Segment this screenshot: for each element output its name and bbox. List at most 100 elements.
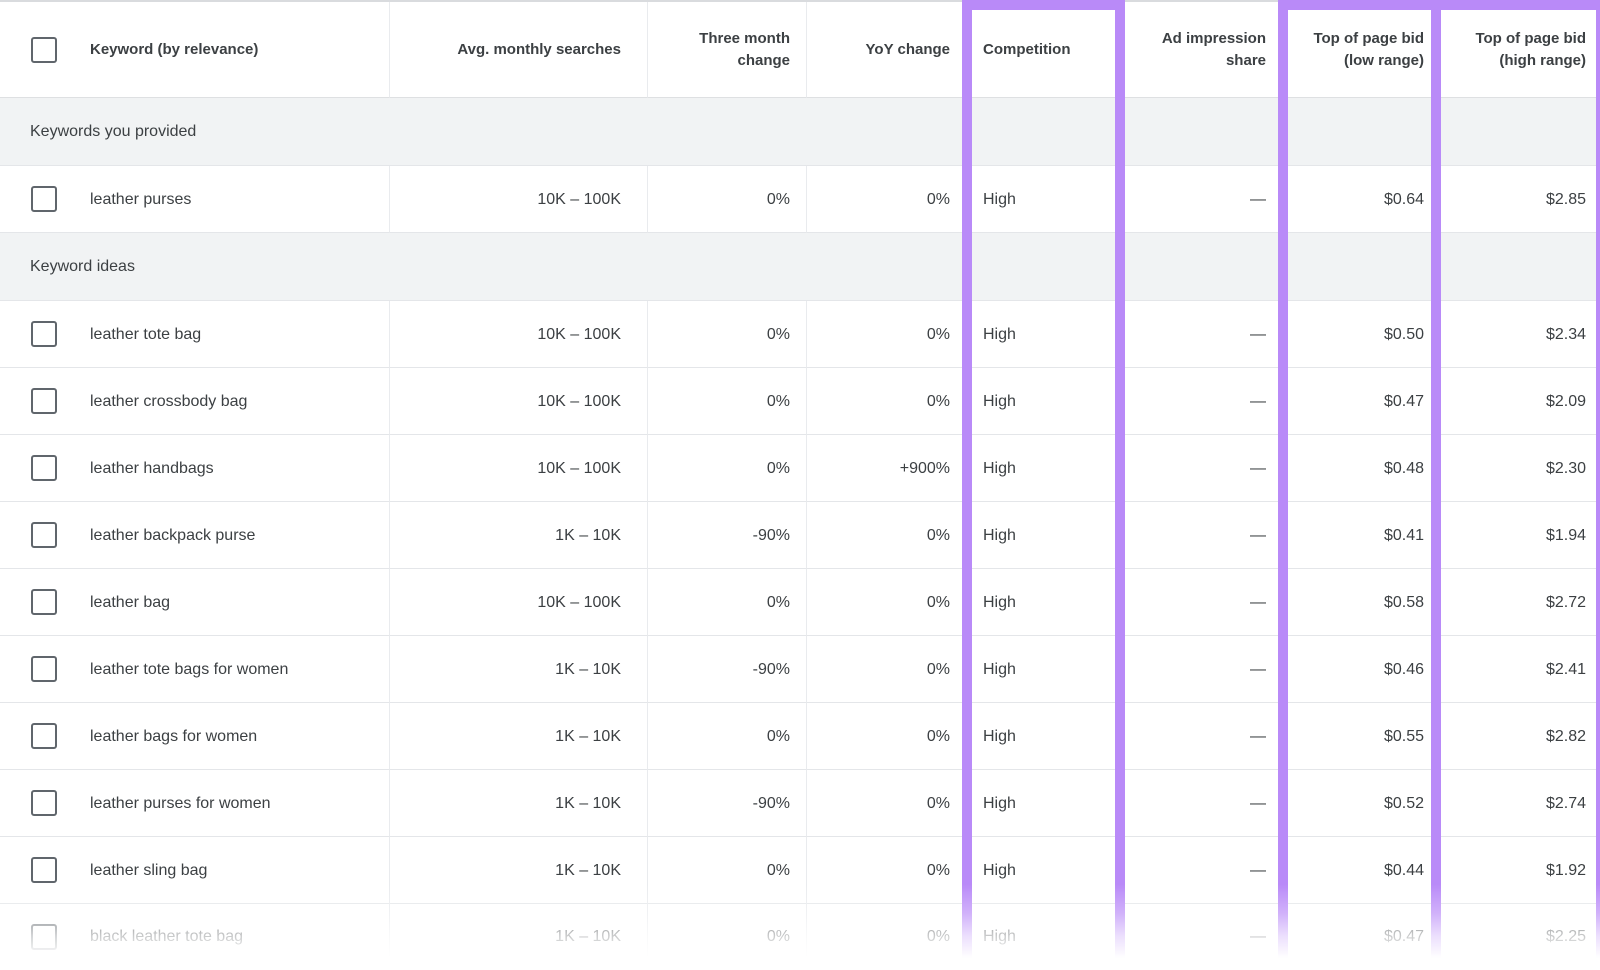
cell-top-of-page-bid-high: $2.85 [1441,166,1600,233]
cell-competition: High [967,569,1120,636]
table-row: leather handbags 10K – 100K 0% +900% High — $0… [0,435,1600,502]
header-ad-impression-share[interactable]: Ad impression share [1120,2,1283,98]
cell-three-month-change: 0% [648,435,807,502]
cell-keyword: leather bags for women [0,703,390,770]
table-row: leather crossbody bag 10K – 100K 0% 0% High —… [0,368,1600,435]
keyword-label: black leather tote bag [90,928,243,945]
table-row: leather purses for women 1K – 10K -90% 0% Hi… [0,770,1600,837]
cell-keyword: leather handbags [0,435,390,502]
cell-top-of-page-bid-low: $0.55 [1283,703,1441,770]
cell-ad-impression-share: — [1120,703,1283,770]
cell-top-of-page-bid-high: $2.41 [1441,636,1600,703]
cell-three-month-change: 0% [648,837,807,904]
row-checkbox[interactable] [31,723,57,749]
keyword-label: leather tote bags for women [90,660,289,678]
row-checkbox[interactable] [31,790,57,816]
cell-competition: High [967,770,1120,837]
header-competition[interactable]: Competition [967,2,1120,98]
cell-avg-monthly-searches: 1K – 10K [390,904,648,970]
cell-top-of-page-bid-low: $0.46 [1283,636,1441,703]
header-keyword[interactable]: Keyword (by relevance) [0,2,390,98]
row-checkbox[interactable] [31,455,57,481]
cell-top-of-page-bid-low: $0.50 [1283,301,1441,368]
header-yoy-change[interactable]: YoY change [807,2,967,98]
cell-top-of-page-bid-high: $2.25 [1441,904,1600,970]
cell-yoy-change: 0% [807,569,967,636]
cell-yoy-change: 0% [807,368,967,435]
header-ad-impression-label: Ad impression share [1161,29,1266,69]
cell-ad-impression-share: — [1120,301,1283,368]
table-header-row: Keyword (by relevance) Avg. monthly sear… [0,2,1600,98]
header-top-of-page-bid-high[interactable]: Top of page bid (high range) [1441,2,1600,98]
row-checkbox[interactable] [31,656,57,682]
table-row: leather tote bag 10K – 100K 0% 0% High — $0.50… [0,301,1600,368]
row-checkbox[interactable] [31,186,57,212]
keyword-label: leather tote bag [90,325,202,343]
cell-avg-monthly-searches: 10K – 100K [390,435,648,502]
row-checkbox[interactable] [31,321,57,347]
header-three-month-change[interactable]: Three month change [648,2,807,98]
cell-ad-impression-share: — [1120,770,1283,837]
row-checkbox[interactable] [31,522,57,548]
section-header-row: Keyword ideas [0,233,1600,301]
cell-keyword: leather purses for women [0,770,390,837]
keyword-label: leather bags for women [90,727,258,745]
row-checkbox[interactable] [31,589,57,615]
row-checkbox[interactable] [31,388,57,414]
section-header-row: Keywords you provided [0,98,1600,166]
cell-competition: High [967,368,1120,435]
cell-keyword: leather backpack purse [0,502,390,569]
cell-top-of-page-bid-low: $0.41 [1283,502,1441,569]
header-avg-monthly-searches[interactable]: Avg. monthly searches [390,2,648,98]
cell-top-of-page-bid-high: $1.92 [1441,837,1600,904]
cell-ad-impression-share: — [1120,636,1283,703]
section-header-label: Keywords you provided [0,98,1600,166]
cell-yoy-change: 0% [807,636,967,703]
cell-competition: High [967,636,1120,703]
cell-top-of-page-bid-low: $0.48 [1283,435,1441,502]
row-checkbox[interactable] [31,923,57,950]
cell-top-of-page-bid-high: $2.34 [1441,301,1600,368]
cell-ad-impression-share: — [1120,837,1283,904]
table-row: leather backpack purse 1K – 10K -90% 0% High… [0,502,1600,569]
header-top-of-page-bid-low[interactable]: Top of page bid (low range) [1283,2,1441,98]
cell-keyword: leather tote bags for women [0,636,390,703]
header-three-month-label: Three month change [699,29,790,69]
cell-three-month-change: 0% [648,368,807,435]
section-header-label: Keyword ideas [0,233,1600,301]
keyword-label: leather backpack purse [90,526,256,544]
keyword-label: leather bag [90,593,171,611]
cell-top-of-page-bid-low: $0.44 [1283,837,1441,904]
keyword-label: leather crossbody bag [90,392,248,410]
cell-top-of-page-bid-low: $0.64 [1283,166,1441,233]
cell-top-of-page-bid-low: $0.52 [1283,770,1441,837]
cell-three-month-change: 0% [648,166,807,233]
cell-top-of-page-bid-high: $2.30 [1441,435,1600,502]
cell-top-of-page-bid-high: $2.72 [1441,569,1600,636]
cell-keyword: black leather tote bag [0,904,390,970]
cell-avg-monthly-searches: 1K – 10K [390,636,648,703]
cell-keyword: leather purses [0,166,390,233]
cell-top-of-page-bid-high: $2.82 [1441,703,1600,770]
header-competition-label: Competition [983,40,1071,58]
cell-three-month-change: 0% [648,301,807,368]
cell-ad-impression-share: — [1120,166,1283,233]
table-row: leather purses 10K – 100K 0% 0% High — $0.64 $2… [0,166,1600,233]
row-checkbox[interactable] [31,857,57,883]
cell-avg-monthly-searches: 1K – 10K [390,837,648,904]
cell-top-of-page-bid-high: $1.94 [1441,502,1600,569]
cell-avg-monthly-searches: 1K – 10K [390,770,648,837]
cell-avg-monthly-searches: 10K – 100K [390,301,648,368]
cell-three-month-change: 0% [648,703,807,770]
cell-top-of-page-bid-low: $0.47 [1283,368,1441,435]
cell-yoy-change: 0% [807,301,967,368]
cell-avg-monthly-searches: 1K – 10K [390,502,648,569]
cell-three-month-change: -90% [648,636,807,703]
cell-yoy-change: 0% [807,770,967,837]
cell-avg-monthly-searches: 1K – 10K [390,703,648,770]
cell-avg-monthly-searches: 10K – 100K [390,166,648,233]
cell-three-month-change: -90% [648,502,807,569]
cell-competition: High [967,837,1120,904]
select-all-checkbox[interactable] [31,36,57,63]
